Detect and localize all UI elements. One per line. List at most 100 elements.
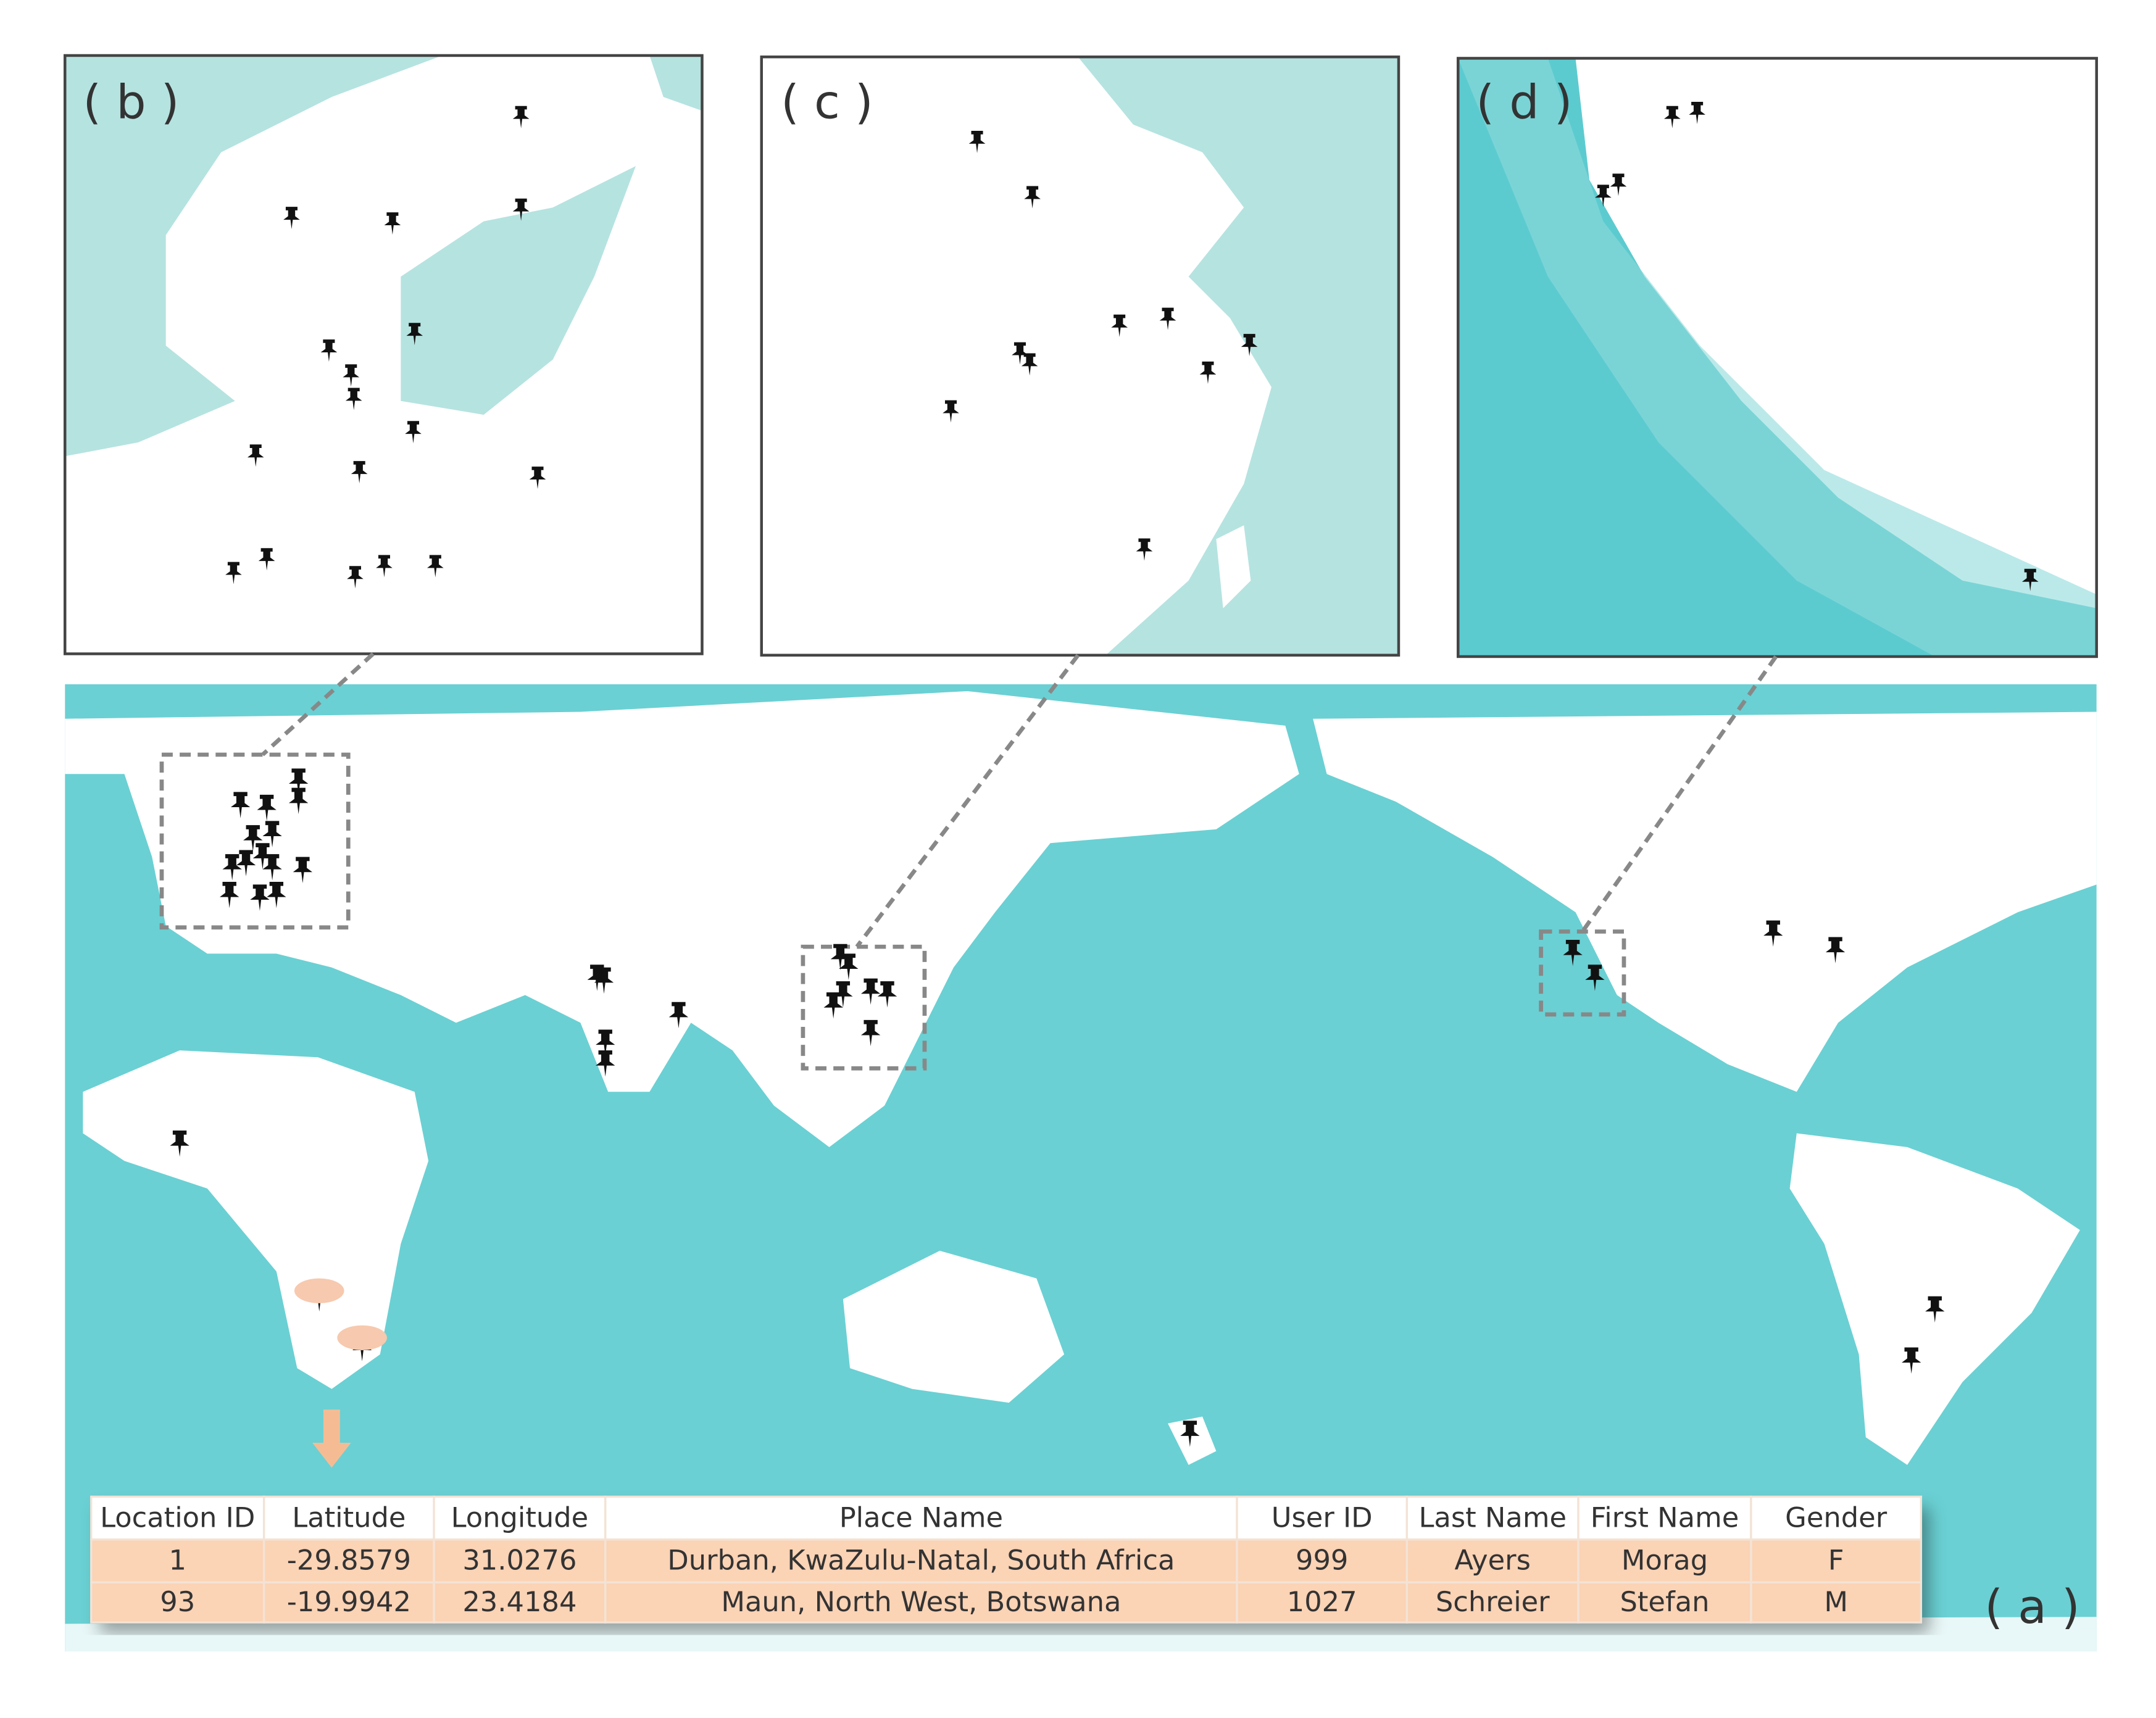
pin: [293, 857, 313, 884]
pin: [1136, 538, 1153, 561]
pin: [823, 992, 843, 1019]
pin: [345, 388, 362, 410]
pin: [351, 461, 368, 484]
table-header: Last Name: [1418, 1501, 1567, 1533]
pin: [1610, 173, 1627, 196]
table-value: Maun, North West, Botswana: [721, 1585, 1121, 1618]
table-value: -19.9942: [287, 1585, 411, 1618]
attribute-table: Location ID Latitude Longitude Place Name Us…: [90, 1495, 1923, 1624]
table-cell: [1577, 1581, 1752, 1624]
pin: [1925, 1296, 1945, 1323]
pin: [839, 953, 859, 980]
pin: [833, 981, 853, 1008]
table-cell: [604, 1538, 1238, 1583]
table-value: M: [1824, 1585, 1848, 1618]
table-header: User ID: [1272, 1501, 1373, 1533]
pin: [220, 881, 239, 908]
table-cell: [1236, 1581, 1409, 1624]
pin: [529, 467, 546, 489]
pin: [347, 566, 364, 589]
pin: [830, 944, 851, 971]
table-value: 31.0276: [462, 1544, 576, 1577]
pin: [1585, 965, 1605, 991]
pin: [427, 555, 444, 578]
pin: [257, 794, 277, 821]
table-cell: [433, 1581, 607, 1624]
pin: [225, 562, 242, 584]
table-value: Ayers: [1455, 1544, 1531, 1577]
table-value: Stefan: [1620, 1585, 1709, 1618]
pin: [512, 106, 530, 128]
table-value: F: [1828, 1544, 1844, 1577]
panel-d-map: [1458, 58, 2097, 657]
pin: [877, 981, 897, 1008]
pin: [1012, 342, 1028, 365]
table-value: Morag: [1621, 1544, 1708, 1577]
pin: [222, 854, 242, 881]
pin: [405, 421, 422, 444]
pin: [1021, 353, 1038, 376]
panel-label: ( a ): [1984, 1579, 2079, 1634]
pin: [252, 843, 273, 869]
table-value: Schreier: [1436, 1585, 1550, 1618]
pin: [968, 130, 986, 154]
pin: [860, 978, 881, 1005]
pin: [376, 555, 393, 578]
pin: [320, 339, 338, 362]
arrow: [312, 1409, 351, 1468]
pin: [170, 1130, 189, 1157]
pin: [1825, 937, 1846, 964]
pin: [406, 323, 423, 346]
pin: [1111, 314, 1128, 337]
table-header: Gender: [1785, 1501, 1888, 1533]
table-cell: [262, 1538, 435, 1583]
pin: [258, 548, 275, 571]
highlight: [294, 1278, 387, 1468]
table-cell: [1750, 1538, 1923, 1583]
pin: [1902, 1347, 1921, 1374]
table-header: First Name: [1591, 1501, 1739, 1533]
table-value: Durban, KwaZulu-Natal, South Africa: [667, 1544, 1175, 1577]
table-cell: [604, 1495, 1238, 1541]
table-value: 93: [160, 1585, 195, 1618]
pin: [2021, 568, 2039, 591]
pin: [1595, 185, 1612, 207]
panel-label: ( d ): [1476, 75, 1572, 130]
pin: [587, 965, 607, 991]
pin: [1159, 307, 1176, 330]
pin: [343, 364, 360, 387]
table-cell: [90, 1538, 265, 1583]
table-header: Longitude: [451, 1501, 589, 1533]
pin: [1663, 106, 1681, 128]
table-cell: [1750, 1495, 1923, 1541]
zoom-indicators: [159, 652, 1778, 1071]
pin: [236, 850, 256, 876]
pin: [283, 207, 300, 230]
table-value: 999: [1296, 1544, 1348, 1577]
table-cell: [262, 1581, 435, 1624]
pin: [860, 1019, 881, 1047]
table-header: Place Name: [839, 1501, 1003, 1533]
pin: [1689, 101, 1705, 125]
pin: [1024, 186, 1041, 209]
pin: [267, 881, 286, 908]
pin: [1199, 361, 1217, 384]
pin: [1180, 1421, 1200, 1447]
table-value: 23.4184: [462, 1585, 576, 1618]
table-cell: [1405, 1581, 1580, 1624]
table-cell: [1236, 1538, 1409, 1583]
pin: [1763, 920, 1783, 947]
table-header: Location ID: [100, 1501, 255, 1533]
panel-b-map: [65, 55, 702, 654]
table-header: Latitude: [292, 1501, 406, 1533]
panel-label: ( c ): [781, 75, 873, 130]
pin: [243, 825, 263, 852]
panel-label: ( b ): [83, 75, 179, 130]
table-value: -29.8579: [287, 1544, 411, 1577]
pin: [596, 1050, 615, 1077]
pin: [1241, 334, 1258, 357]
pin: [594, 967, 614, 994]
table-cell: [1405, 1538, 1580, 1583]
pin: [230, 792, 251, 818]
pin: [943, 400, 959, 423]
